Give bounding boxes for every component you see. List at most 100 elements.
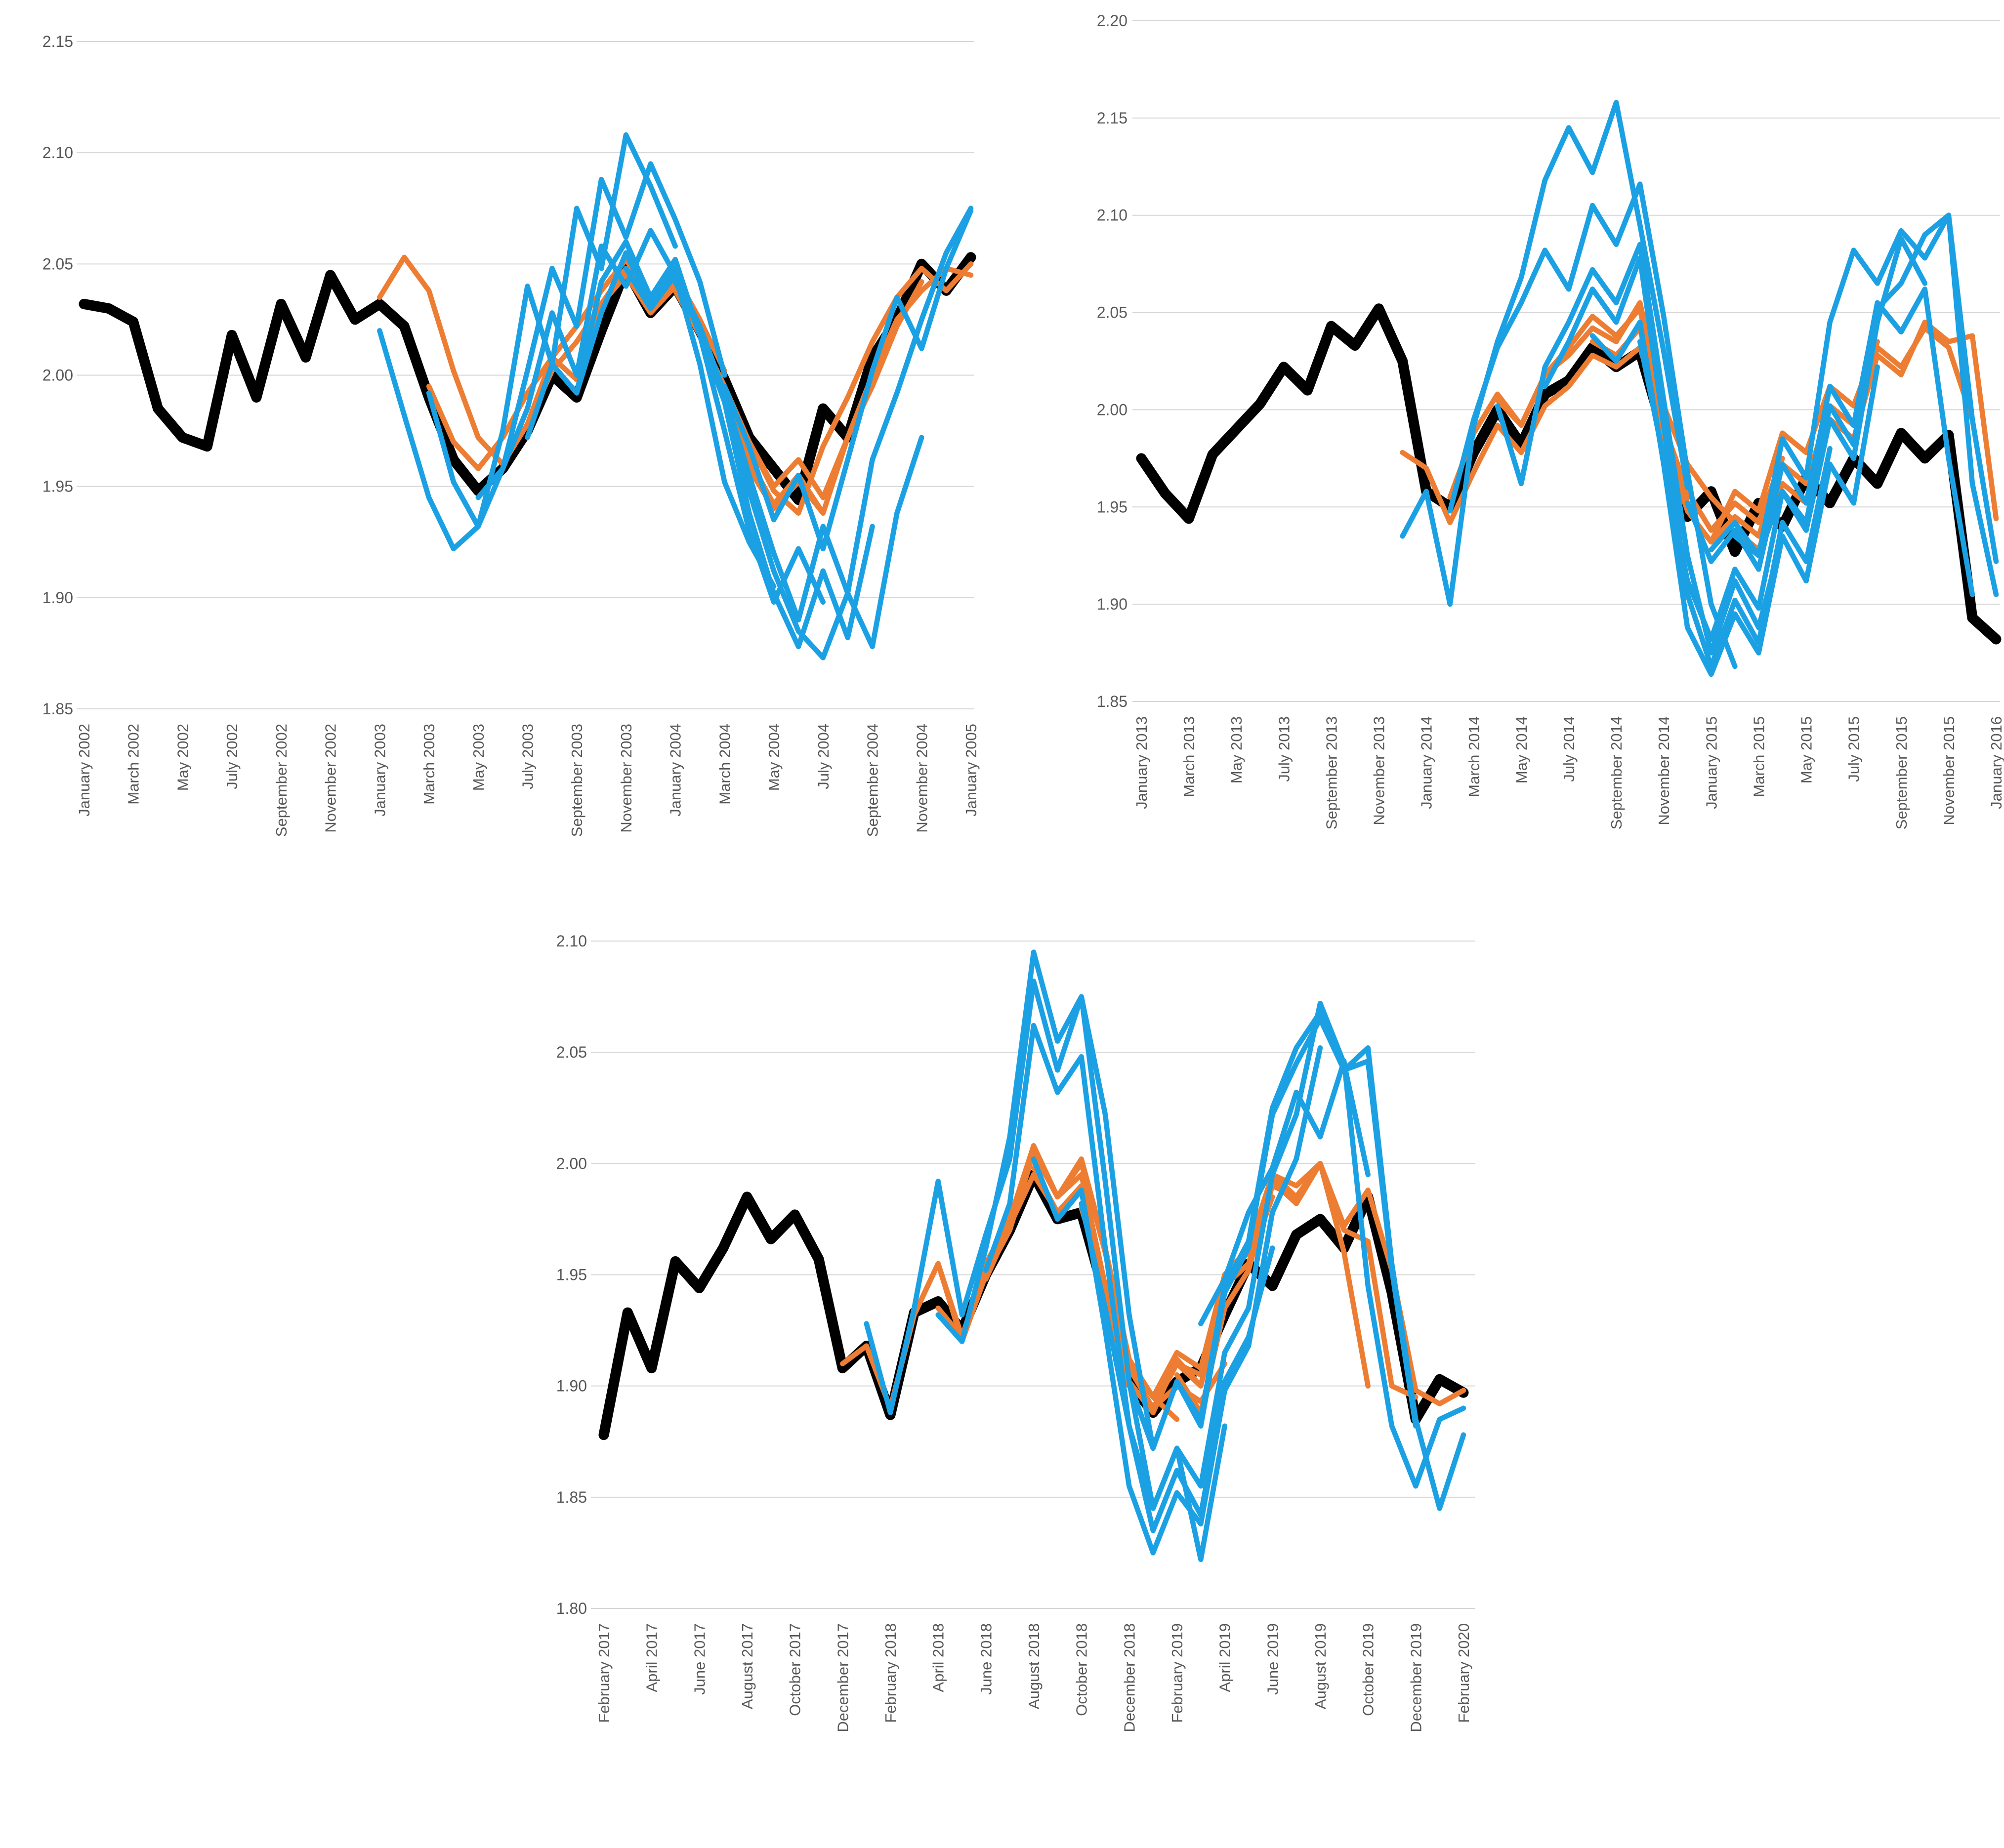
x-tick-label: March 2015 — [1750, 716, 1767, 797]
x-tick-label: March 2004 — [716, 724, 733, 805]
y-axis-labels: 2.10 2.05 2.00 1.95 1.90 1.85 1.80 — [556, 932, 587, 1617]
y-tick-label: 2.20 — [1097, 12, 1127, 30]
x-tick-label: October 2017 — [787, 1623, 804, 1716]
y-tick-label: 2.00 — [556, 1154, 587, 1172]
forecast-line-blue — [1079, 1000, 1371, 1511]
x-tick-label: June 2018 — [977, 1623, 995, 1695]
x-tick-label: September 2014 — [1608, 716, 1625, 829]
forecast-line-orange — [722, 266, 974, 500]
y-tick-label: 1.95 — [1097, 498, 1127, 516]
x-tick-label: February 2018 — [882, 1623, 899, 1723]
x-tick-label: November 2015 — [1940, 716, 1958, 825]
y-tick-label: 2.10 — [556, 932, 587, 950]
chart-3: 2.10 2.05 2.00 1.95 1.90 1.85 1.80 February 201… — [556, 932, 1475, 1732]
y-tick-label: 1.85 — [556, 1488, 587, 1506]
y-tick-label: 1.95 — [556, 1266, 587, 1284]
y-tick-label: 2.10 — [1097, 206, 1127, 224]
x-tick-label: November 2014 — [1655, 716, 1672, 825]
x-tick-label: May 2002 — [174, 724, 191, 791]
y-tick-label: 1.90 — [42, 589, 73, 607]
forecast-line-blue — [1447, 181, 1738, 669]
y-tick-label: 1.90 — [556, 1377, 587, 1395]
forecast-line-blue — [1174, 1016, 1466, 1511]
blue-forecast-series — [1400, 100, 1999, 677]
x-tick-label: July 2014 — [1560, 716, 1578, 782]
x-tick-label: July 2004 — [815, 724, 832, 789]
x-tick-label: February 2019 — [1169, 1623, 1186, 1723]
x-tick-label: April 2019 — [1216, 1623, 1234, 1692]
forecast-line-blue — [1198, 1058, 1466, 1489]
x-tick-label: June 2019 — [1264, 1623, 1281, 1695]
x-tick-label: January 2002 — [76, 724, 93, 817]
x-tick-label: March 2014 — [1465, 716, 1483, 797]
x-tick-label: May 2004 — [765, 724, 783, 791]
x-tick-label: January 2004 — [667, 724, 684, 817]
x-tick-label: January 2014 — [1418, 716, 1435, 809]
x-tick-label: April 2018 — [930, 1623, 947, 1692]
y-tick-label: 2.05 — [1097, 304, 1127, 322]
forecast-line-blue — [623, 266, 924, 660]
x-tick-label: December 2019 — [1407, 1623, 1424, 1732]
x-tick-label: April 2017 — [643, 1623, 661, 1692]
x-tick-label: September 2002 — [273, 724, 290, 837]
x-tick-label: November 2004 — [913, 724, 930, 833]
y-tick-label: 1.85 — [1097, 693, 1127, 710]
forecast-line-blue — [377, 132, 678, 552]
y-tick-label: 1.85 — [42, 700, 73, 718]
x-tick-label: January 2016 — [1988, 716, 2004, 809]
blue-forecast-series — [864, 949, 1466, 1562]
x-tick-label: May 2015 — [1798, 716, 1815, 783]
x-axis-labels: January 2002 March 2002 May 2002 July 2002 S… — [76, 724, 980, 837]
forecast-line-blue — [1495, 242, 1785, 656]
forecast-line-blue — [574, 250, 875, 650]
x-axis-labels: January 2013 March 2013 May 2013 July 2013 S… — [1133, 716, 2004, 829]
x-tick-label: August 2018 — [1025, 1623, 1043, 1709]
x-axis-labels: February 2017 April 2017 June 2017 August 2… — [595, 1623, 1472, 1732]
y-tick-label: 2.10 — [42, 144, 73, 162]
x-tick-label: September 2003 — [568, 724, 585, 837]
y-tick-label: 1.90 — [1097, 595, 1127, 613]
y-tick-label: 2.15 — [42, 33, 73, 50]
x-tick-label: June 2017 — [691, 1623, 708, 1695]
forecast-line-blue — [1732, 212, 1999, 564]
y-axis-labels: 2.20 2.15 2.10 2.05 2.00 1.95 1.90 1.85 — [1097, 12, 1127, 710]
x-tick-label: December 2018 — [1121, 1623, 1138, 1732]
x-tick-label: July 2003 — [519, 724, 537, 789]
forecast-line-blue — [475, 228, 777, 589]
x-tick-label: January 2013 — [1133, 716, 1150, 809]
x-tick-label: July 2015 — [1845, 716, 1863, 782]
y-tick-label: 2.00 — [42, 367, 73, 384]
x-tick-label: March 2002 — [125, 724, 142, 805]
x-tick-label: September 2015 — [1893, 716, 1910, 829]
x-tick-label: May 2003 — [470, 724, 487, 791]
x-tick-label: November 2013 — [1371, 716, 1388, 825]
x-tick-label: March 2003 — [420, 724, 438, 805]
forecast-line-blue — [1589, 320, 1880, 677]
x-tick-label: November 2003 — [618, 724, 635, 833]
x-tick-label: December 2017 — [834, 1623, 851, 1732]
x-tick-label: January 2005 — [962, 724, 980, 817]
y-tick-label: 1.80 — [556, 1600, 587, 1617]
x-tick-label: March 2013 — [1180, 716, 1198, 797]
x-tick-label: February 2020 — [1455, 1623, 1472, 1723]
x-tick-label: August 2017 — [739, 1623, 756, 1709]
y-tick-label: 2.15 — [1097, 109, 1127, 127]
y-axis-labels: 2.15 2.10 2.05 2.00 1.95 1.90 1.85 — [42, 33, 73, 718]
x-tick-label: January 2015 — [1703, 716, 1720, 809]
x-tick-label: January 2003 — [371, 724, 388, 817]
forecast-line-orange — [1174, 1161, 1466, 1415]
forecast-line-blue — [426, 161, 727, 529]
x-tick-label: July 2002 — [223, 724, 241, 789]
forecast-line-blue — [722, 208, 974, 552]
x-tick-label: July 2013 — [1275, 716, 1293, 782]
x-tick-label: September 2013 — [1323, 716, 1340, 829]
forecast-line-blue — [1400, 100, 1690, 607]
y-tick-label: 2.00 — [1097, 401, 1127, 418]
forecast-line-blue — [1031, 1045, 1323, 1556]
forecast-line-blue — [1542, 255, 1833, 669]
x-tick-label: February 2017 — [595, 1623, 613, 1723]
